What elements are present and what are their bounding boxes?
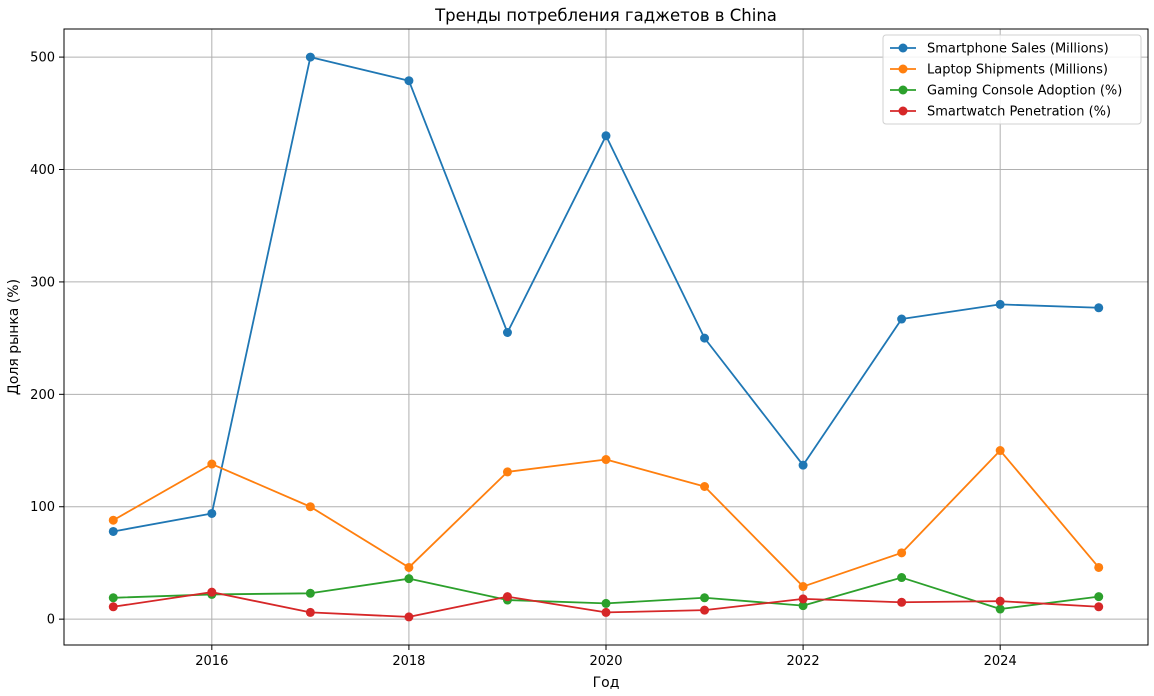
- data-point: [305, 52, 315, 62]
- data-point: [798, 582, 808, 592]
- axis-ticks: 2016 2018 2020 2022 2024 0 100 200 300 400 500: [30, 51, 1017, 669]
- data-point: [502, 467, 512, 477]
- data-point: [700, 482, 710, 492]
- legend-label: Gaming Console Adoption (%): [927, 84, 1122, 99]
- x-axis-title: Год: [593, 675, 620, 691]
- y-tick-label: 300: [30, 275, 55, 290]
- data-point: [1094, 562, 1104, 572]
- plot-frame: [63, 28, 1149, 646]
- data-point: [404, 612, 414, 622]
- data-point: [700, 333, 710, 343]
- data-point: [305, 588, 315, 598]
- data-point: [601, 598, 611, 608]
- y-tick-label: 0: [47, 613, 55, 628]
- legend-marker-icon: [898, 106, 908, 116]
- data-point: [995, 604, 1005, 614]
- x-tick-label: 2020: [589, 654, 622, 669]
- data-point: [207, 508, 217, 518]
- data-point: [601, 607, 611, 617]
- data-point: [897, 573, 907, 583]
- x-tick-label: 2024: [984, 654, 1017, 669]
- data-point: [108, 602, 118, 612]
- data-point: [995, 299, 1005, 309]
- data-point: [601, 455, 611, 465]
- data-point: [1094, 303, 1104, 313]
- data-point: [798, 594, 808, 604]
- legend-item: Smartphone Sales (Millions): [890, 42, 1109, 57]
- legend-label: Laptop Shipments (Millions): [927, 63, 1108, 78]
- data-point: [502, 328, 512, 338]
- legend-marker-icon: [898, 64, 908, 74]
- legend-item: Smartwatch Penetration (%): [890, 105, 1111, 120]
- legend-marker-icon: [898, 43, 908, 53]
- data-point: [601, 131, 611, 141]
- data-point: [207, 587, 217, 597]
- series-1: [108, 52, 1104, 536]
- data-point: [404, 76, 414, 86]
- data-point: [798, 601, 808, 611]
- x-tick-label: 2022: [787, 654, 820, 669]
- x-tick-label: 2016: [195, 654, 228, 669]
- data-point: [995, 596, 1005, 606]
- data-point: [305, 607, 315, 617]
- data-point: [502, 592, 512, 602]
- legend: Smartphone Sales (Millions) Laptop Shipme…: [882, 34, 1142, 125]
- data-point: [700, 593, 710, 603]
- y-tick-label: 100: [30, 500, 55, 515]
- data-point: [305, 502, 315, 512]
- data-point: [1094, 592, 1104, 602]
- series-4: [108, 587, 1104, 622]
- chart-title: Тренды потребления гаджетов в China: [434, 6, 777, 25]
- series-2: [108, 446, 1104, 592]
- y-axis-title: Доля рынка (%): [6, 279, 22, 395]
- data-point: [1094, 602, 1104, 612]
- data-point: [404, 574, 414, 584]
- legend-label: Smartphone Sales (Millions): [927, 42, 1109, 57]
- legend-label: Smartwatch Penetration (%): [927, 105, 1111, 120]
- data-point: [995, 446, 1005, 456]
- data-point: [108, 515, 118, 525]
- data-point: [700, 605, 710, 615]
- data-point: [404, 562, 414, 572]
- data-point: [897, 548, 907, 558]
- data-point: [108, 526, 118, 536]
- y-tick-label: 500: [30, 51, 55, 66]
- y-tick-label: 200: [30, 388, 55, 403]
- legend-box: [882, 34, 1142, 125]
- x-tick-label: 2018: [392, 654, 425, 669]
- data-point: [798, 460, 808, 470]
- data-point: [108, 593, 118, 603]
- legend-item: Laptop Shipments (Millions): [890, 63, 1108, 78]
- series-lines: [108, 52, 1104, 622]
- data-point: [897, 314, 907, 324]
- legend-item: Gaming Console Adoption (%): [890, 84, 1122, 99]
- legend-marker-icon: [898, 85, 908, 95]
- y-tick-label: 400: [30, 163, 55, 178]
- data-point: [207, 459, 217, 469]
- data-point: [897, 597, 907, 607]
